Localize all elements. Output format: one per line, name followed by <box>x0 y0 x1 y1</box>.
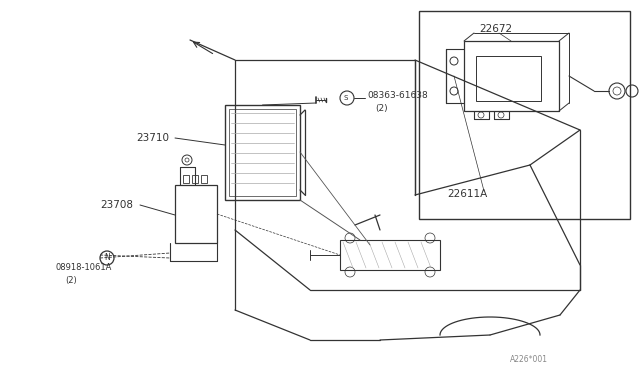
Bar <box>340 240 440 270</box>
Text: S: S <box>344 95 348 101</box>
Bar <box>419 11 630 219</box>
Text: N: N <box>104 253 109 263</box>
Text: 08918-1061A: 08918-1061A <box>55 263 111 273</box>
Text: 23708: 23708 <box>100 200 133 210</box>
Bar <box>476 56 541 101</box>
Bar <box>175 185 217 243</box>
Text: 22611A: 22611A <box>447 189 487 199</box>
Text: (2): (2) <box>65 276 77 285</box>
Text: 23710: 23710 <box>136 133 169 143</box>
Bar <box>201 175 207 183</box>
Bar <box>192 175 198 183</box>
Bar <box>464 41 559 111</box>
Text: (2): (2) <box>375 105 388 113</box>
Text: 08363-61638: 08363-61638 <box>367 92 428 100</box>
Bar <box>183 175 189 183</box>
Bar <box>229 109 296 196</box>
Text: A226*001: A226*001 <box>510 356 548 365</box>
Text: 22672: 22672 <box>479 24 512 34</box>
Bar <box>225 105 300 200</box>
